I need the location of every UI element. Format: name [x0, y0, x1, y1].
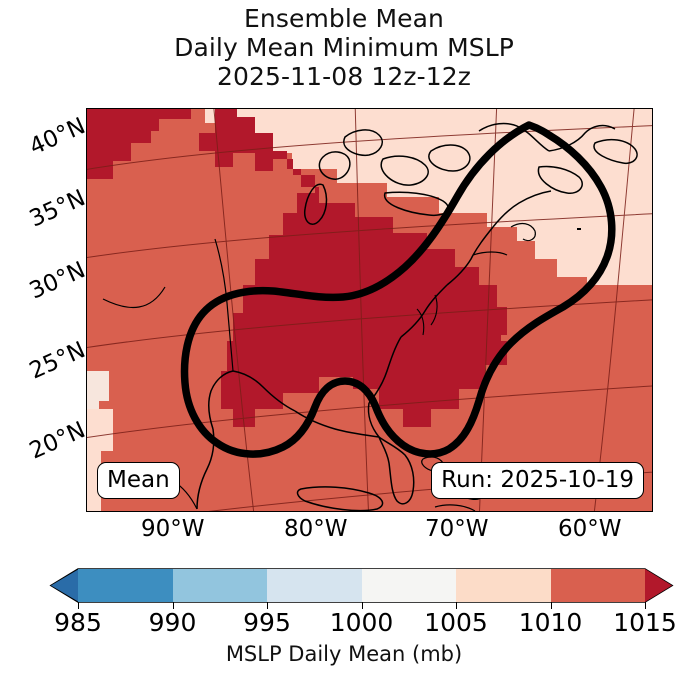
lon-tick-60W: 60°W	[558, 516, 622, 542]
coastlines	[102, 122, 638, 511]
lat-tick-20N: 20°N	[25, 417, 90, 465]
map-panel[interactable]: Mean Run: 2025-10-19	[86, 108, 653, 512]
colorbar-tick-1005	[456, 602, 458, 609]
colorbar-band-3[interactable]	[361, 569, 456, 602]
colorbar-tick-label-985: 985	[54, 608, 102, 637]
colorbar-band-2[interactable]	[267, 569, 362, 602]
colorbar-ticks	[78, 602, 647, 610]
title-line-2: Daily Mean Minimum MSLP	[174, 33, 514, 62]
badge-run-date-label: Run: 2025-10-19	[441, 467, 634, 493]
colorbar-tick-label-1010: 1010	[518, 608, 583, 637]
colorbar-tick-985	[78, 602, 80, 609]
colorbar-under-arrow	[51, 569, 79, 602]
colorbar-bands[interactable]	[78, 569, 645, 602]
colorbar-tick-label-1005: 1005	[424, 608, 488, 637]
colorbar-band-0[interactable]	[78, 569, 173, 602]
colorbar-band-1[interactable]	[172, 569, 267, 602]
map-canvas	[87, 109, 652, 511]
page-title: Ensemble Mean Daily Mean Minimum MSLP 20…	[0, 4, 688, 91]
lat-tick-40N: 40°N	[25, 113, 90, 161]
colorbar-tick-labels: 985 990 995 1000 1005 1010 1015	[0, 608, 688, 642]
contour-1015	[180, 121, 616, 458]
colorbar-tick-label-1015: 1015	[613, 608, 677, 637]
badge-mean-label: Mean	[107, 467, 170, 493]
colorbar-band-4[interactable]	[456, 569, 551, 602]
colorbar-tick-1015	[645, 602, 647, 609]
colorbar-tick-990	[172, 602, 174, 609]
colorbar-tick-label-1000: 1000	[329, 608, 394, 637]
colorbar-tick-label-995: 995	[243, 608, 291, 637]
badge-run-date[interactable]: Run: 2025-10-19	[431, 462, 644, 499]
lat-tick-30N: 30°N	[25, 257, 90, 305]
colorbar-title: MSLP Daily Mean (mb)	[225, 642, 463, 666]
colorbar[interactable]: 985 990 995 1000 1005 1010 1015 MSLP Daily Mea…	[0, 560, 688, 674]
colorbar-tick-1010	[550, 602, 552, 609]
fill-band-over-1015-northwest	[87, 109, 151, 179]
colorbar-over-arrow	[645, 569, 672, 602]
colorbar-tick-1000	[361, 602, 363, 609]
title-line-1: Ensemble Mean	[244, 4, 444, 33]
lon-tick-90W: 90°W	[141, 516, 205, 542]
title-line-3: 2025-11-08 12z-12z	[217, 62, 471, 91]
lon-tick-70W: 70°W	[425, 516, 489, 542]
colorbar-band-5[interactable]	[550, 569, 645, 602]
fill-band-over-1015-eastern-arm	[387, 295, 507, 409]
colorbar-tick-label-990: 990	[148, 608, 197, 637]
colorbar-tick-995	[267, 602, 269, 609]
lat-tick-25N: 25°N	[25, 337, 90, 385]
lat-tick-35N: 35°N	[25, 185, 90, 233]
lon-tick-80W: 80°W	[284, 516, 348, 542]
badge-mean[interactable]: Mean	[97, 462, 180, 499]
